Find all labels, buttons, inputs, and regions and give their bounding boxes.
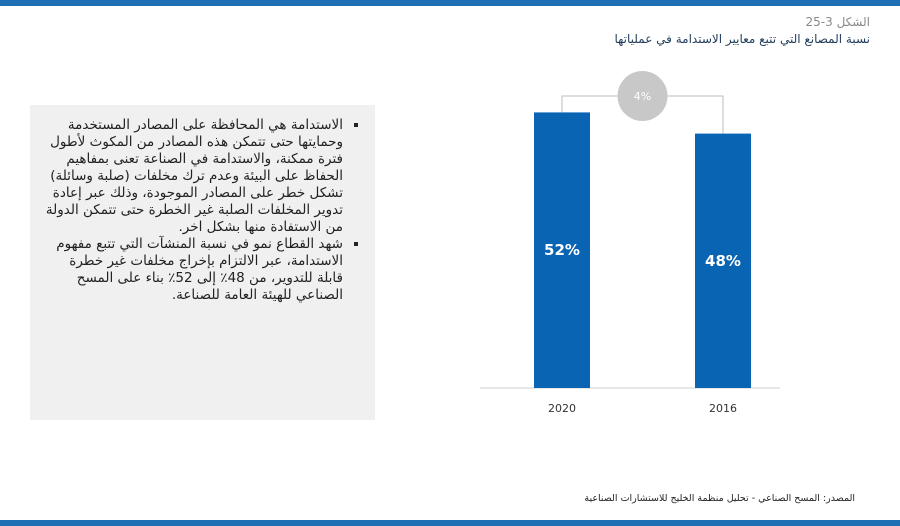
bullet-list: الاستدامة هي المحافظة على المصادر المستخ… bbox=[40, 117, 359, 304]
bar-2020 bbox=[534, 112, 590, 389]
x-tick-label: 2016 bbox=[709, 402, 737, 415]
bullet-item: شهد القطاع نمو في نسبة المنشآت التي تتبع… bbox=[40, 236, 343, 304]
source-note: المصدر: المسح الصناعي - تحليل منظمة الخل… bbox=[584, 493, 855, 504]
figure-title: نسبة المصانع التي تتبع معايير الاستدامة … bbox=[614, 32, 870, 46]
text-box: الاستدامة هي المحافظة على المصادر المستخ… bbox=[30, 105, 375, 420]
figure-number: الشكل 3-25 bbox=[805, 15, 871, 29]
change-label: 4% bbox=[634, 90, 651, 103]
figure-header: الشكل 3-25 نسبة المصانع التي تتبع معايير… bbox=[614, 14, 870, 48]
bar-2016 bbox=[695, 133, 751, 388]
bottom-accent-bar bbox=[0, 520, 900, 526]
bullet-item: الاستدامة هي المحافظة على المصادر المستخ… bbox=[40, 117, 343, 236]
bar-value-label: 52% bbox=[544, 241, 580, 259]
change-bubble bbox=[617, 71, 668, 121]
bar-value-label: 48% bbox=[705, 252, 741, 270]
bar-chart: 52% 2020 48% 2016 4% bbox=[480, 71, 780, 415]
x-tick-label: 2020 bbox=[548, 402, 576, 415]
top-accent-bar bbox=[0, 0, 900, 6]
